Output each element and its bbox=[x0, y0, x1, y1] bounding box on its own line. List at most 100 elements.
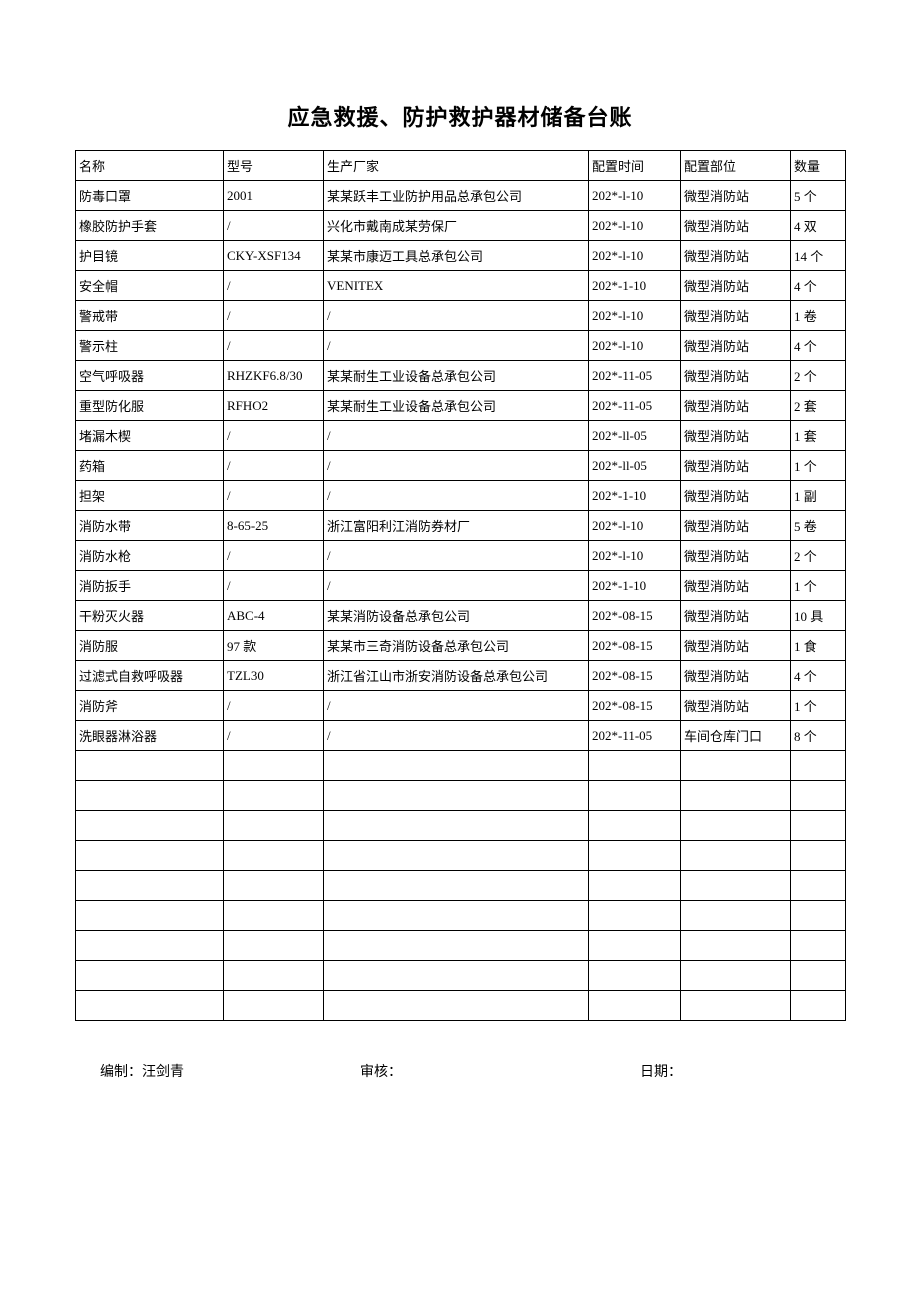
table-cell: 微型消防站 bbox=[681, 361, 791, 391]
footer: 编制：汪剑青 审核： 日期： bbox=[75, 1061, 845, 1081]
date: 日期： bbox=[640, 1061, 790, 1081]
table-cell: 空气呼吸器 bbox=[76, 361, 224, 391]
table-row: 洗眼器淋浴器//202*-11-05车间仓库门口8 个 bbox=[76, 721, 846, 751]
table-cell-empty bbox=[324, 991, 589, 1021]
prepared-by-label: 编制： bbox=[100, 1065, 142, 1080]
table-cell-empty bbox=[589, 781, 681, 811]
table-row-empty bbox=[76, 781, 846, 811]
table-row: 护目镜CKY-XSF134某某市康迈工具总承包公司202*-l-10微型消防站1… bbox=[76, 241, 846, 271]
table-cell: 1 个 bbox=[791, 451, 846, 481]
table-cell: 202*-l-10 bbox=[589, 211, 681, 241]
table-cell: 4 个 bbox=[791, 331, 846, 361]
table-cell: / bbox=[224, 451, 324, 481]
table-row: 干粉灭火器ABC-4某某消防设备总承包公司202*-08-15微型消防站10 具 bbox=[76, 601, 846, 631]
table-cell-empty bbox=[76, 841, 224, 871]
table-cell-empty bbox=[589, 961, 681, 991]
table-row: 药箱//202*-ll-05微型消防站1 个 bbox=[76, 451, 846, 481]
table-cell: / bbox=[324, 451, 589, 481]
table-cell-empty bbox=[224, 991, 324, 1021]
table-cell: 2 个 bbox=[791, 361, 846, 391]
table-cell: 重型防化服 bbox=[76, 391, 224, 421]
table-cell-empty bbox=[791, 991, 846, 1021]
table-cell-empty bbox=[589, 751, 681, 781]
table-cell: 202*-1-10 bbox=[589, 271, 681, 301]
table-row-empty bbox=[76, 901, 846, 931]
table-row: 橡胶防护手套/兴化市戴南成某劳保厂202*-l-10微型消防站4 双 bbox=[76, 211, 846, 241]
table-cell: 微型消防站 bbox=[681, 331, 791, 361]
table-cell: / bbox=[224, 571, 324, 601]
table-cell: / bbox=[224, 421, 324, 451]
table-cell-empty bbox=[76, 751, 224, 781]
table-cell-empty bbox=[791, 781, 846, 811]
table-cell: 202*-ll-05 bbox=[589, 451, 681, 481]
table-cell-empty bbox=[681, 751, 791, 781]
table-cell: / bbox=[324, 331, 589, 361]
table-cell-empty bbox=[791, 871, 846, 901]
table-cell: 4 个 bbox=[791, 661, 846, 691]
reviewed-by: 审核： bbox=[360, 1061, 640, 1081]
table-body: 防毒口罩2001某某跃丰工业防护用品总承包公司202*-l-10微型消防站5 个… bbox=[76, 181, 846, 1021]
table-cell-empty bbox=[76, 811, 224, 841]
table-cell: 微型消防站 bbox=[681, 391, 791, 421]
table-cell: 10 具 bbox=[791, 601, 846, 631]
table-cell: / bbox=[324, 571, 589, 601]
table-cell: 微型消防站 bbox=[681, 601, 791, 631]
table-cell: ABC-4 bbox=[224, 601, 324, 631]
table-cell: 药箱 bbox=[76, 451, 224, 481]
table-cell: 浙江富阳利江消防券材厂 bbox=[324, 511, 589, 541]
table-cell: 1 个 bbox=[791, 571, 846, 601]
table-cell: / bbox=[324, 421, 589, 451]
table-cell: 202*-11-05 bbox=[589, 391, 681, 421]
table-cell: / bbox=[324, 721, 589, 751]
table-row: 担架//202*-1-10微型消防站1 副 bbox=[76, 481, 846, 511]
page-title: 应急救援、防护救护器材储备台账 bbox=[75, 100, 845, 132]
table-cell: 微型消防站 bbox=[681, 181, 791, 211]
table-cell-empty bbox=[681, 811, 791, 841]
col-header-date: 配置时间 bbox=[589, 151, 681, 181]
table-cell: 某某耐生工业设备总承包公司 bbox=[324, 391, 589, 421]
col-header-manufacturer: 生产厂家 bbox=[324, 151, 589, 181]
table-cell: 1 套 bbox=[791, 421, 846, 451]
table-cell: 微型消防站 bbox=[681, 421, 791, 451]
table-row: 警戒带//202*-l-10微型消防站1 卷 bbox=[76, 301, 846, 331]
table-cell: 干粉灭火器 bbox=[76, 601, 224, 631]
table-cell: 防毒口罩 bbox=[76, 181, 224, 211]
table-cell-empty bbox=[324, 901, 589, 931]
table-cell: 微型消防站 bbox=[681, 511, 791, 541]
table-row: 堵漏木楔//202*-ll-05微型消防站1 套 bbox=[76, 421, 846, 451]
table-cell: 某某市康迈工具总承包公司 bbox=[324, 241, 589, 271]
table-cell: 微型消防站 bbox=[681, 541, 791, 571]
table-cell-empty bbox=[324, 841, 589, 871]
table-cell-empty bbox=[589, 871, 681, 901]
table-cell: / bbox=[224, 691, 324, 721]
table-cell: 202*-l-10 bbox=[589, 541, 681, 571]
table-cell-empty bbox=[589, 991, 681, 1021]
table-row: 消防水枪//202*-l-10微型消防站2 个 bbox=[76, 541, 846, 571]
table-cell-empty bbox=[324, 781, 589, 811]
table-cell: / bbox=[224, 541, 324, 571]
table-cell: 堵漏木楔 bbox=[76, 421, 224, 451]
table-row: 空气呼吸器RHZKF6.8/30某某耐生工业设备总承包公司202*-11-05微… bbox=[76, 361, 846, 391]
table-header-row: 名称 型号 生产厂家 配置时间 配置部位 数量 bbox=[76, 151, 846, 181]
table-cell-empty bbox=[324, 961, 589, 991]
table-cell-empty bbox=[224, 931, 324, 961]
table-cell-empty bbox=[224, 811, 324, 841]
table-cell-empty bbox=[224, 751, 324, 781]
table-row: 消防服97 款某某市三奇消防设备总承包公司202*-08-15微型消防站1 食 bbox=[76, 631, 846, 661]
table-cell-empty bbox=[681, 931, 791, 961]
table-cell-empty bbox=[324, 871, 589, 901]
table-cell: 微型消防站 bbox=[681, 271, 791, 301]
table-cell: 202*-08-15 bbox=[589, 601, 681, 631]
table-cell: / bbox=[324, 301, 589, 331]
table-cell-empty bbox=[589, 901, 681, 931]
table-cell-empty bbox=[681, 841, 791, 871]
table-cell-empty bbox=[681, 901, 791, 931]
table-row: 消防斧//202*-08-15微型消防站1 个 bbox=[76, 691, 846, 721]
table-cell: 某某耐生工业设备总承包公司 bbox=[324, 361, 589, 391]
table-cell: / bbox=[224, 301, 324, 331]
table-cell-empty bbox=[324, 931, 589, 961]
table-cell: 消防水带 bbox=[76, 511, 224, 541]
table-cell: 8 个 bbox=[791, 721, 846, 751]
table-cell: / bbox=[324, 541, 589, 571]
table-cell: 202*-08-15 bbox=[589, 691, 681, 721]
